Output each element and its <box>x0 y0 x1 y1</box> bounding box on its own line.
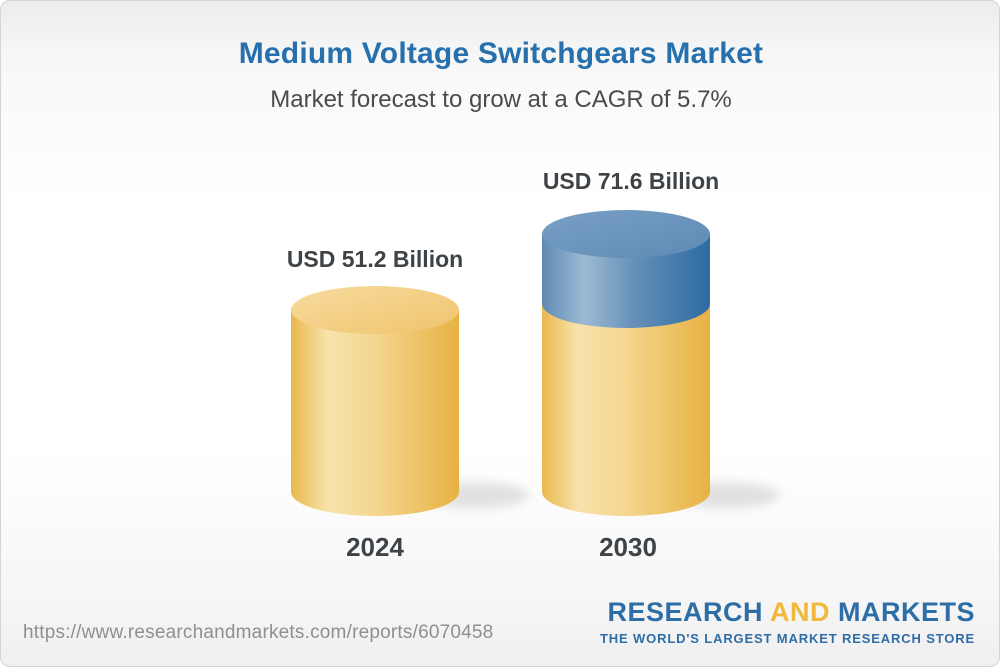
bar-2024-body <box>291 310 459 516</box>
bar-2030-growth-segment <box>542 234 710 328</box>
logo-word-and: AND <box>769 597 830 627</box>
report-url: https://www.researchandmarkets.com/repor… <box>23 622 494 643</box>
logo-word-research: RESEARCH <box>607 597 763 627</box>
page-title: Medium Voltage Switchgears Market <box>238 37 764 70</box>
research-and-markets-logo: RESEARCH AND MARKETS THE WORLD'S LARGEST… <box>600 597 975 646</box>
logo-wordmark: RESEARCH AND MARKETS <box>600 597 975 628</box>
page-subtitle: Market forecast to grow at a CAGR of 5.7… <box>270 86 732 113</box>
logo-word-markets: MARKETS <box>838 597 975 627</box>
logo-tagline: THE WORLD'S LARGEST MARKET RESEARCH STOR… <box>600 631 975 646</box>
bar-2030-top <box>542 210 710 258</box>
category-label-2024: 2024 <box>346 532 404 562</box>
bar-2024-top <box>291 286 459 334</box>
value-label-2024: USD 51.2 Billion <box>286 246 464 272</box>
value-label-2030: USD 71.6 Billion <box>542 168 720 194</box>
category-label-2030: 2030 <box>599 532 657 562</box>
bar-2030-base-segment <box>542 304 710 516</box>
